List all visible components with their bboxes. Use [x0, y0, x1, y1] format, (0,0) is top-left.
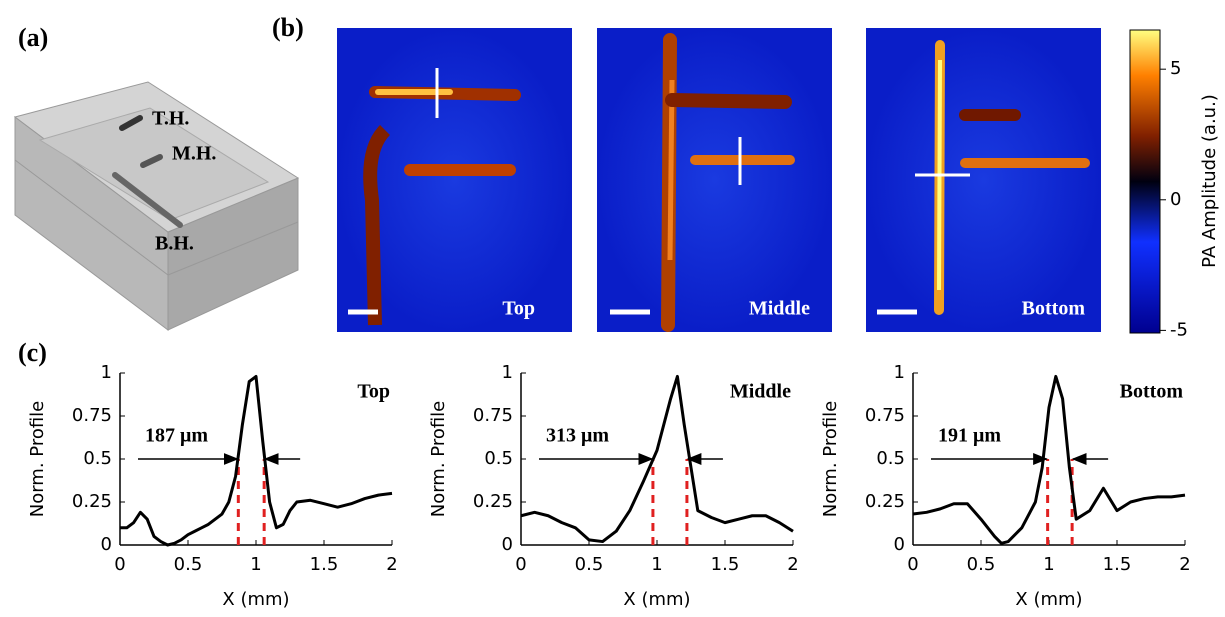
- x-tick-label: 0: [114, 554, 125, 575]
- profile-line: [520, 374, 794, 544]
- y-tick-label: 0.5: [83, 448, 112, 469]
- hole-label: M.H.: [172, 143, 216, 165]
- x-tick-label: 0.5: [174, 554, 203, 575]
- width-label: 313 μm: [546, 425, 609, 447]
- image-label: Middle: [749, 298, 810, 320]
- y-tick-label: 0.5: [876, 448, 905, 469]
- pa-image: [337, 28, 572, 332]
- panel-label: (a): [18, 23, 48, 52]
- x-tick-label: 1: [651, 554, 662, 575]
- panel-label: (b): [272, 13, 304, 42]
- colorbar-tick-label: 5: [1170, 58, 1181, 79]
- x-axis-label: X (mm): [623, 589, 690, 610]
- y-tick-label: 1: [502, 362, 513, 383]
- y-tick-label: 0.25: [72, 491, 112, 512]
- pa-image: [866, 28, 1101, 332]
- colorbar: [1129, 29, 1161, 334]
- y-tick-label: 0.75: [865, 405, 905, 426]
- y-tick-label: 1: [101, 362, 112, 383]
- phantom-3d: [13, 81, 300, 332]
- y-tick-label: 1: [894, 362, 905, 383]
- colorbar-tick-label: -5: [1170, 319, 1188, 340]
- profile-line: [912, 374, 1186, 545]
- x-axis-label: X (mm): [1015, 589, 1082, 610]
- y-tick-label: 0.25: [473, 491, 513, 512]
- x-tick-label: 1.5: [1103, 554, 1132, 575]
- colorbar-label: PA Amplitude (a.u.): [1199, 94, 1220, 268]
- y-axis-label: Norm. Profile: [820, 401, 841, 518]
- x-tick-label: 0.5: [575, 554, 604, 575]
- hole-label: B.H.: [155, 233, 194, 255]
- annotation: Middle: [730, 381, 791, 403]
- hole-label: T.H.: [152, 108, 189, 130]
- x-tick-label: 1: [1043, 554, 1054, 575]
- y-tick-label: 0.25: [865, 491, 905, 512]
- x-tick-label: 0: [515, 554, 526, 575]
- x-tick-label: 1: [250, 554, 261, 575]
- profile-line: [120, 374, 393, 547]
- x-tick-label: 1.5: [310, 554, 339, 575]
- annotation: Top: [357, 381, 390, 403]
- y-tick-label: 0.75: [72, 405, 112, 426]
- x-tick-label: 2: [787, 554, 798, 575]
- y-tick-label: 0.5: [484, 448, 513, 469]
- x-tick-label: 0.5: [967, 554, 996, 575]
- colorbar-tick-label: 0: [1170, 189, 1181, 210]
- y-tick-label: 0.75: [473, 405, 513, 426]
- y-tick-label: 0: [894, 534, 905, 555]
- x-tick-label: 2: [1179, 554, 1190, 575]
- annotation: Bottom: [1120, 381, 1184, 403]
- x-axis-label: X (mm): [222, 589, 289, 610]
- y-tick-label: 0: [502, 534, 513, 555]
- image-label: Bottom: [1022, 298, 1086, 320]
- pa-image: [597, 28, 832, 332]
- x-tick-label: 1.5: [711, 554, 740, 575]
- width-label: 191 μm: [938, 425, 1001, 447]
- y-tick-label: 0: [101, 534, 112, 555]
- y-axis-label: Norm. Profile: [27, 401, 48, 518]
- image-label: Top: [502, 298, 535, 320]
- x-tick-label: 0: [907, 554, 918, 575]
- x-tick-label: 2: [386, 554, 397, 575]
- panel-label: (c): [18, 338, 47, 367]
- y-axis-label: Norm. Profile: [428, 401, 449, 518]
- width-label: 187 μm: [145, 425, 208, 447]
